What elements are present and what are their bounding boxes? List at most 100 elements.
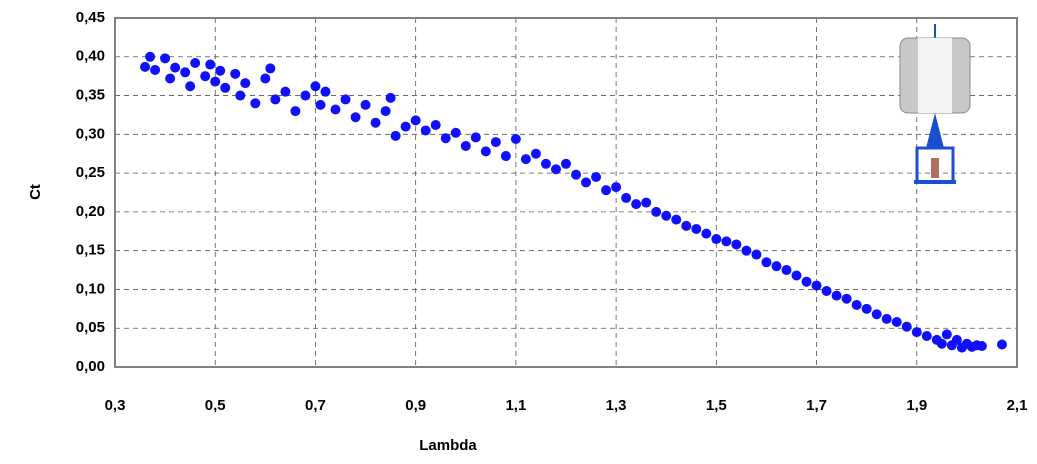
data-point	[460, 140, 471, 151]
data-point	[185, 81, 196, 92]
data-point	[751, 249, 762, 260]
data-point	[711, 234, 722, 245]
data-point	[310, 81, 321, 92]
data-point	[540, 158, 551, 169]
x-tick-label: 1,9	[906, 397, 927, 414]
x-tick-label: 2,1	[1007, 397, 1028, 414]
data-point	[250, 98, 261, 109]
data-point	[170, 62, 181, 73]
data-point	[165, 73, 176, 84]
data-point	[190, 57, 201, 68]
data-point	[741, 245, 752, 256]
data-point	[430, 120, 441, 131]
x-axis-label: Lambda	[419, 437, 477, 454]
data-point	[721, 236, 732, 247]
data-point	[851, 299, 862, 310]
data-point	[821, 285, 832, 296]
data-point	[701, 228, 712, 239]
data-point	[350, 112, 361, 123]
data-point	[671, 214, 682, 225]
data-point	[561, 158, 571, 169]
data-point	[941, 329, 952, 340]
data-point	[180, 67, 191, 78]
data-point	[320, 86, 331, 97]
data-point	[621, 192, 632, 203]
data-point	[420, 125, 431, 136]
data-point	[996, 339, 1007, 350]
data-point	[380, 106, 391, 117]
data-point	[781, 265, 792, 276]
data-point	[315, 99, 326, 110]
data-point	[330, 104, 341, 115]
data-point	[791, 270, 802, 281]
data-point	[510, 133, 521, 144]
data-point	[500, 151, 511, 162]
data-point	[591, 171, 602, 182]
data-point	[490, 137, 501, 148]
data-point	[205, 59, 216, 70]
data-point	[270, 94, 281, 105]
data-point	[220, 82, 231, 93]
x-tick-label: 1,1	[505, 397, 526, 414]
data-point	[470, 132, 481, 143]
data-point	[951, 334, 962, 345]
y-tick-label: 0,40	[76, 48, 105, 65]
data-point	[841, 293, 852, 304]
data-point	[210, 76, 221, 87]
x-tick-label: 0,9	[405, 397, 426, 414]
data-point	[861, 303, 872, 314]
data-point	[280, 86, 291, 97]
data-point	[761, 257, 772, 268]
data-point	[340, 94, 351, 105]
data-point	[641, 197, 652, 208]
data-point	[390, 130, 401, 141]
turbine-illustration	[899, 24, 971, 184]
x-tick-label: 0,3	[105, 397, 126, 414]
x-tick-label: 0,7	[305, 397, 326, 414]
data-point	[410, 115, 421, 126]
data-point	[230, 68, 241, 79]
y-tick-label: 0,35	[76, 87, 105, 104]
data-point	[215, 65, 226, 76]
data-point	[145, 51, 156, 62]
x-tick-label: 0,5	[205, 397, 226, 414]
data-point	[150, 64, 161, 75]
data-point	[801, 276, 812, 287]
data-point	[731, 239, 742, 250]
data-point	[681, 220, 692, 231]
x-tick-label: 1,3	[606, 397, 627, 414]
data-point	[771, 261, 782, 272]
y-tick-label: 0,25	[76, 164, 105, 181]
data-point	[936, 338, 947, 349]
plot-frame	[114, 17, 1018, 368]
y-tick-label: 0,20	[76, 203, 105, 220]
data-point	[360, 99, 371, 110]
data-point	[530, 148, 541, 159]
x-tick-label: 1,7	[806, 397, 827, 414]
data-point	[265, 63, 276, 74]
data-point	[550, 164, 561, 175]
data-point	[140, 61, 151, 72]
y-tick-label: 0,05	[76, 319, 105, 336]
data-point	[571, 169, 582, 180]
y-axis-label: Ct	[27, 184, 44, 200]
data-point	[921, 330, 932, 341]
y-tick-label: 0,15	[76, 242, 105, 259]
data-point	[235, 90, 246, 101]
y-tick-label: 0,45	[76, 9, 105, 26]
data-point	[976, 341, 987, 352]
data-point	[831, 290, 842, 301]
data-point	[891, 317, 902, 328]
data-point	[881, 313, 892, 324]
data-point	[601, 185, 612, 196]
data-point	[901, 321, 912, 332]
data-point	[911, 327, 922, 338]
data-point	[400, 121, 411, 132]
data-point	[631, 199, 642, 210]
data-point	[300, 90, 311, 101]
data-point	[811, 280, 822, 291]
data-point	[480, 146, 491, 157]
data-point	[385, 92, 396, 103]
data-point	[260, 73, 271, 84]
